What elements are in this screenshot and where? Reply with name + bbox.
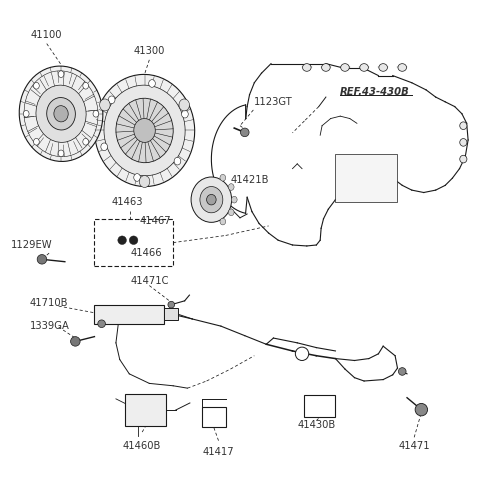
Ellipse shape	[54, 106, 68, 122]
Ellipse shape	[174, 157, 181, 165]
Ellipse shape	[302, 64, 311, 71]
Bar	[164, 309, 178, 320]
Text: 41460B: 41460B	[123, 441, 161, 451]
Bar	[95, 305, 164, 324]
Ellipse shape	[220, 174, 226, 181]
Text: REF.43-430B: REF.43-430B	[340, 87, 410, 97]
Ellipse shape	[47, 98, 75, 130]
Text: 1129EW: 1129EW	[11, 240, 52, 250]
Circle shape	[118, 236, 126, 245]
Ellipse shape	[34, 82, 39, 89]
Text: 1339GA: 1339GA	[30, 321, 70, 331]
Ellipse shape	[460, 155, 467, 163]
Ellipse shape	[139, 175, 150, 188]
Ellipse shape	[101, 143, 108, 150]
Text: 41471: 41471	[398, 441, 430, 451]
Text: 1123GT: 1123GT	[254, 97, 293, 107]
Circle shape	[98, 320, 106, 327]
Text: 41710B: 41710B	[30, 298, 69, 308]
Circle shape	[37, 254, 47, 264]
Ellipse shape	[108, 96, 115, 103]
Text: 41466: 41466	[130, 248, 162, 258]
Ellipse shape	[460, 122, 467, 129]
Ellipse shape	[228, 209, 234, 216]
Ellipse shape	[134, 119, 156, 143]
Ellipse shape	[100, 99, 110, 111]
Text: 41430B: 41430B	[297, 420, 336, 430]
Text: 41471C: 41471C	[130, 275, 169, 286]
Circle shape	[295, 347, 309, 361]
Ellipse shape	[228, 184, 234, 190]
Text: 41467: 41467	[140, 216, 171, 226]
Ellipse shape	[116, 98, 173, 163]
Text: 41421B: 41421B	[230, 175, 269, 185]
Ellipse shape	[93, 110, 99, 117]
Ellipse shape	[19, 66, 103, 161]
Bar	[202, 407, 226, 427]
Ellipse shape	[58, 71, 64, 77]
Ellipse shape	[83, 139, 88, 145]
Text: 41463: 41463	[111, 197, 143, 207]
Circle shape	[129, 236, 138, 245]
Circle shape	[398, 368, 406, 375]
Ellipse shape	[220, 218, 226, 225]
Ellipse shape	[134, 173, 141, 181]
Ellipse shape	[322, 64, 330, 71]
Ellipse shape	[179, 99, 190, 111]
Ellipse shape	[36, 85, 86, 143]
Ellipse shape	[24, 110, 29, 117]
Ellipse shape	[231, 196, 237, 203]
Bar	[336, 154, 397, 202]
Circle shape	[71, 337, 80, 346]
Ellipse shape	[200, 187, 223, 213]
Text: 41417: 41417	[203, 447, 234, 457]
Bar	[95, 219, 173, 267]
Ellipse shape	[95, 74, 195, 187]
Ellipse shape	[398, 64, 407, 71]
Ellipse shape	[104, 85, 185, 176]
Ellipse shape	[83, 82, 88, 89]
Ellipse shape	[341, 64, 349, 71]
Circle shape	[240, 128, 249, 137]
Circle shape	[168, 301, 175, 308]
Ellipse shape	[34, 139, 39, 145]
Circle shape	[415, 403, 428, 416]
Ellipse shape	[206, 195, 216, 205]
Text: 41300: 41300	[133, 47, 165, 56]
Bar	[125, 394, 166, 426]
Ellipse shape	[149, 80, 156, 87]
Ellipse shape	[191, 177, 232, 222]
Ellipse shape	[360, 64, 368, 71]
Bar	[304, 395, 336, 417]
Ellipse shape	[460, 139, 467, 146]
Ellipse shape	[181, 110, 188, 118]
Ellipse shape	[58, 150, 64, 157]
Text: 41100: 41100	[31, 30, 62, 40]
Ellipse shape	[379, 64, 387, 71]
